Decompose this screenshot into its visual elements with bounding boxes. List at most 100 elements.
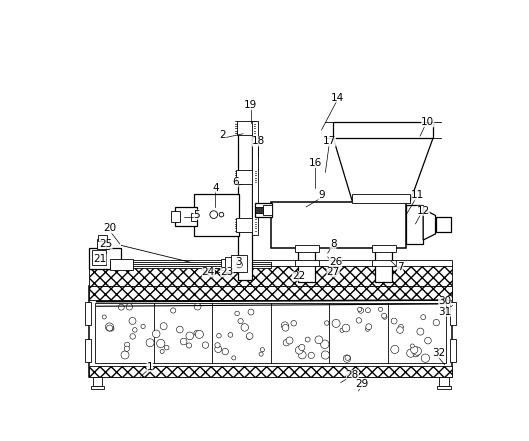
Bar: [89, 286, 452, 300]
Bar: [252, 121, 258, 235]
Circle shape: [228, 333, 233, 337]
Circle shape: [259, 352, 263, 356]
Bar: [440, 377, 449, 386]
Circle shape: [381, 313, 387, 318]
Circle shape: [417, 328, 424, 335]
Circle shape: [413, 351, 419, 357]
Bar: [352, 194, 410, 203]
Text: 20: 20: [103, 224, 116, 233]
Circle shape: [222, 348, 229, 355]
Circle shape: [129, 318, 136, 325]
Circle shape: [332, 319, 340, 327]
Circle shape: [124, 346, 130, 351]
Circle shape: [398, 325, 404, 329]
Circle shape: [235, 311, 239, 316]
Circle shape: [295, 346, 303, 354]
Circle shape: [232, 356, 236, 360]
Circle shape: [121, 351, 129, 359]
Text: 5: 5: [194, 209, 200, 220]
Bar: [110, 259, 133, 270]
Bar: [175, 207, 197, 226]
Bar: [232, 254, 247, 272]
Circle shape: [366, 327, 370, 331]
Bar: [435, 217, 451, 232]
Bar: [236, 170, 254, 184]
Bar: [85, 339, 92, 362]
Circle shape: [411, 344, 414, 348]
Bar: [271, 202, 406, 248]
Circle shape: [248, 309, 254, 315]
Bar: [236, 218, 254, 232]
Circle shape: [425, 337, 431, 344]
Circle shape: [152, 330, 160, 338]
Circle shape: [118, 304, 124, 310]
Text: 27: 27: [326, 267, 340, 277]
Bar: [256, 207, 263, 213]
Circle shape: [321, 351, 330, 359]
Bar: [110, 264, 271, 266]
Circle shape: [124, 342, 130, 348]
Text: 4: 4: [212, 183, 218, 193]
Bar: [89, 265, 452, 286]
Circle shape: [133, 328, 137, 332]
Bar: [450, 302, 457, 325]
Circle shape: [109, 326, 114, 331]
Bar: [295, 246, 319, 251]
Circle shape: [210, 211, 217, 218]
Text: 26: 26: [329, 258, 342, 267]
Bar: [89, 286, 452, 377]
Circle shape: [186, 343, 191, 348]
Bar: [225, 257, 244, 273]
Bar: [437, 386, 451, 389]
Bar: [450, 339, 457, 362]
Text: 2: 2: [220, 130, 226, 140]
Circle shape: [282, 325, 289, 331]
Circle shape: [298, 351, 306, 359]
Text: 17: 17: [323, 136, 336, 146]
Circle shape: [202, 342, 208, 348]
Bar: [263, 206, 272, 215]
Text: 31: 31: [438, 306, 451, 317]
Circle shape: [247, 333, 253, 340]
Text: 21: 21: [93, 254, 106, 264]
Circle shape: [217, 333, 221, 338]
Bar: [371, 246, 396, 251]
Bar: [95, 303, 446, 363]
Circle shape: [130, 334, 135, 339]
Circle shape: [358, 308, 363, 313]
Circle shape: [241, 324, 249, 331]
Circle shape: [102, 315, 106, 319]
Circle shape: [286, 337, 293, 344]
Text: 7: 7: [397, 262, 404, 272]
Circle shape: [281, 322, 288, 329]
Bar: [222, 259, 249, 270]
Circle shape: [283, 340, 289, 346]
Circle shape: [195, 330, 204, 338]
Bar: [89, 366, 452, 377]
Text: 1: 1: [147, 362, 153, 372]
Circle shape: [315, 336, 323, 344]
Circle shape: [397, 327, 403, 333]
Bar: [85, 302, 92, 325]
Bar: [98, 235, 107, 241]
Bar: [89, 260, 452, 266]
Circle shape: [305, 337, 310, 342]
Circle shape: [157, 339, 165, 348]
Circle shape: [340, 328, 344, 333]
Circle shape: [141, 324, 145, 329]
Circle shape: [378, 307, 382, 311]
Text: 25: 25: [99, 239, 113, 249]
Bar: [256, 203, 272, 217]
Circle shape: [413, 347, 422, 355]
Circle shape: [299, 344, 305, 351]
Text: 18: 18: [252, 136, 265, 146]
Circle shape: [236, 262, 242, 268]
Circle shape: [411, 346, 418, 353]
Bar: [195, 194, 239, 236]
Text: 14: 14: [330, 93, 343, 103]
Bar: [90, 386, 104, 389]
Text: 10: 10: [421, 117, 434, 127]
Circle shape: [321, 340, 329, 348]
Circle shape: [391, 318, 397, 324]
Circle shape: [194, 303, 201, 310]
